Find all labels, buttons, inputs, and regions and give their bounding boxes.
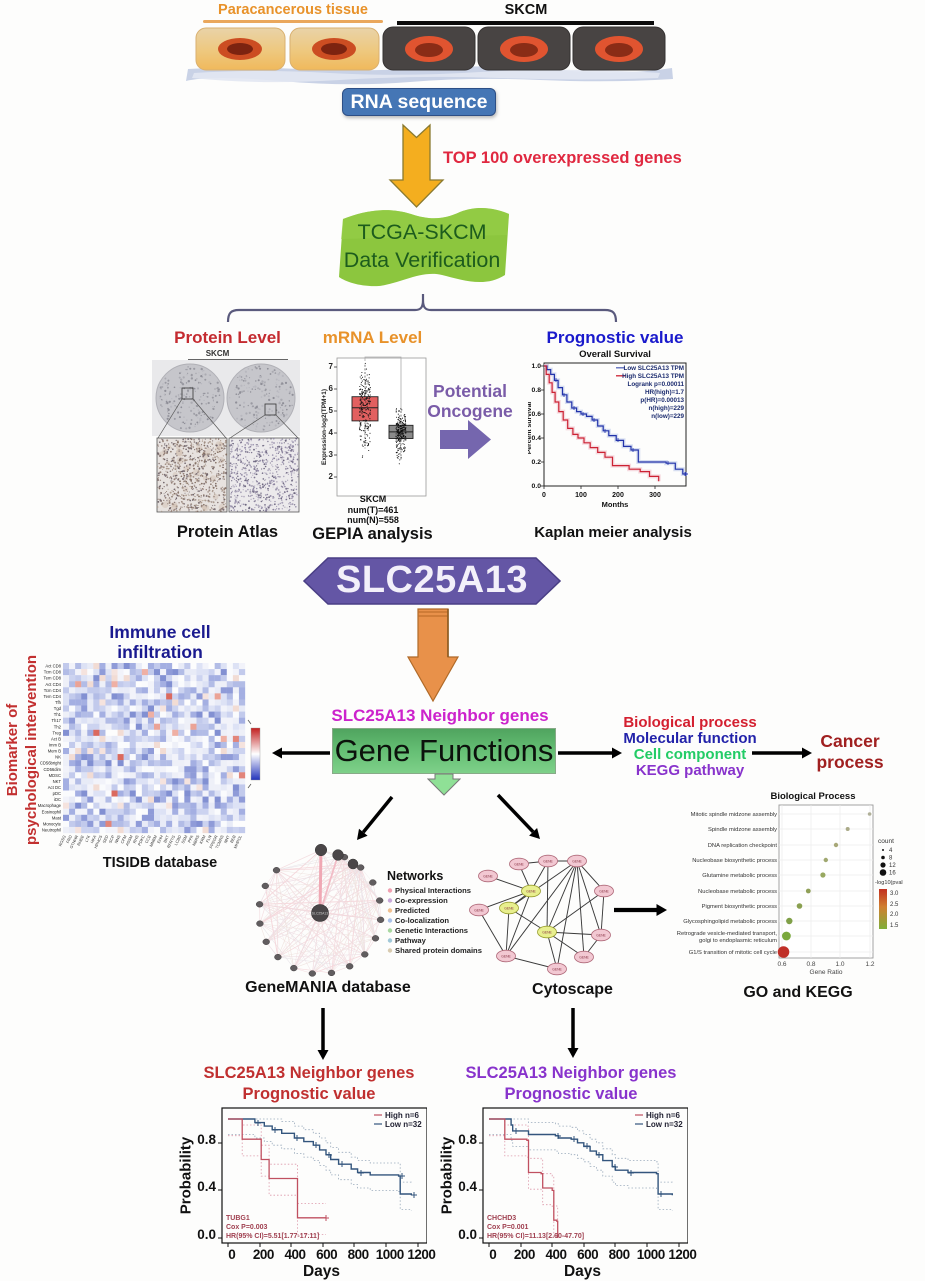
svg-text:GENE: GENE [579, 956, 589, 960]
svg-text:Pigment biosynthetic process: Pigment biosynthetic process [702, 904, 777, 910]
svg-text:GENE: GENE [543, 860, 553, 864]
svg-text:High n=6: High n=6 [646, 1111, 681, 1120]
svg-text:GENE: GENE [514, 863, 524, 867]
svg-text:GENE: GENE [572, 860, 582, 864]
svg-text:1.5: 1.5 [890, 923, 899, 929]
svg-text:TUBG1: TUBG1 [226, 1215, 250, 1222]
svg-text:0.8: 0.8 [806, 961, 815, 968]
svg-text:DNA replication checkpoint: DNA replication checkpoint [708, 843, 778, 849]
svg-text:Cox P=0.001: Cox P=0.001 [487, 1224, 529, 1231]
svg-text:2.0: 2.0 [890, 912, 899, 918]
svg-text:Glycosphingolipid metabolic pr: Glycosphingolipid metabolic process [683, 919, 777, 925]
svg-text:Low n=32: Low n=32 [646, 1120, 683, 1129]
svg-text:Glutamine metabolic process: Glutamine metabolic process [702, 873, 777, 879]
svg-text:4: 4 [889, 848, 893, 854]
svg-text:1.0: 1.0 [835, 961, 844, 968]
svg-text:GENE: GENE [599, 890, 609, 894]
svg-text:GENE: GENE [483, 875, 493, 879]
svg-text:G1/S transition of mitotic cel: G1/S transition of mitotic cell cycle [689, 950, 777, 956]
svg-text:8: 8 [889, 856, 893, 862]
svg-text:GENE: GENE [474, 909, 484, 913]
svg-text:GENE: GENE [501, 955, 511, 959]
svg-text:GENE: GENE [526, 890, 536, 894]
svg-text:Cox P=0.003: Cox P=0.003 [226, 1224, 268, 1231]
svg-text:GENE: GENE [542, 931, 552, 935]
svg-text:Retrograde vesicle-mediated tr: Retrograde vesicle-mediated transport, [677, 931, 778, 937]
svg-text:Low n=32: Low n=32 [385, 1120, 422, 1129]
svg-text:GENE: GENE [596, 934, 606, 938]
svg-text:Gene Ratio: Gene Ratio [810, 969, 843, 976]
svg-text:GENE: GENE [504, 907, 514, 911]
svg-text:CHCHD3: CHCHD3 [487, 1215, 516, 1222]
svg-text:12: 12 [889, 863, 896, 869]
svg-text:0.6: 0.6 [777, 961, 786, 968]
svg-text:16: 16 [889, 871, 896, 877]
svg-text:Nucleobase metabolic process: Nucleobase metabolic process [698, 889, 777, 895]
svg-text:-log10(pvalue): -log10(pvalue) [875, 880, 903, 886]
svg-text:2.5: 2.5 [890, 902, 899, 908]
svg-text:High n=6: High n=6 [385, 1111, 420, 1120]
svg-text:GENE: GENE [552, 968, 562, 972]
svg-text:Spindle midzone assembly: Spindle midzone assembly [708, 827, 777, 833]
svg-text:count: count [878, 838, 894, 845]
svg-text:HR(95% CI)=11.13[2.60-47.70]: HR(95% CI)=11.13[2.60-47.70] [487, 1233, 584, 1240]
svg-text:golgi to endoplasmic reticulum: golgi to endoplasmic reticulum [699, 938, 777, 944]
svg-text:Nucleobase biosynthetic proces: Nucleobase biosynthetic process [692, 858, 777, 864]
svg-text:1.2: 1.2 [865, 961, 874, 968]
svg-text:HR(95% CI)=5.51[1.77-17.11]: HR(95% CI)=5.51[1.77-17.11] [226, 1233, 319, 1240]
svg-text:3.0: 3.0 [890, 891, 899, 897]
svg-text:Mitotic spindle midzone assemb: Mitotic spindle midzone assembly [691, 812, 777, 818]
